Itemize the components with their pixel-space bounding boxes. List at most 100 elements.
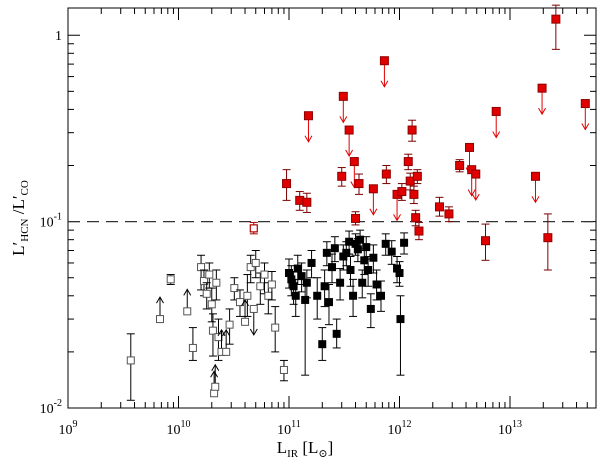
data-point bbox=[279, 359, 288, 382]
data-point bbox=[407, 119, 417, 142]
square-marker bbox=[362, 243, 371, 252]
y-axis-label: L′HCN /L′CO bbox=[9, 180, 31, 256]
square-marker bbox=[372, 280, 381, 289]
square-marker bbox=[249, 224, 258, 233]
square-marker bbox=[249, 304, 258, 313]
data-point bbox=[328, 253, 337, 284]
square-marker bbox=[356, 235, 365, 244]
data-point bbox=[318, 327, 327, 361]
square-marker bbox=[366, 304, 375, 313]
plot-frame bbox=[67, 7, 597, 409]
arrow-head-down bbox=[538, 107, 546, 116]
data-point bbox=[212, 269, 221, 301]
square-marker bbox=[471, 169, 481, 179]
data-point bbox=[455, 159, 465, 173]
square-marker bbox=[444, 209, 454, 219]
square-marker bbox=[465, 142, 475, 152]
square-marker bbox=[381, 169, 391, 179]
y-axis-label-num: L′ bbox=[9, 242, 28, 256]
square-marker bbox=[282, 179, 292, 189]
square-marker bbox=[208, 326, 217, 335]
square-marker bbox=[400, 238, 409, 247]
square-marker bbox=[293, 264, 302, 273]
y-tick-label: 1 bbox=[55, 29, 62, 44]
data-point bbox=[411, 209, 421, 227]
square-marker bbox=[199, 277, 208, 286]
square-marker bbox=[289, 282, 298, 291]
square-marker bbox=[155, 315, 164, 324]
square-marker bbox=[368, 184, 378, 194]
data-point bbox=[307, 249, 316, 279]
x-tick-label: 109 bbox=[59, 419, 78, 438]
data-point bbox=[369, 244, 378, 274]
data-point bbox=[211, 363, 220, 391]
square-marker bbox=[241, 317, 250, 326]
data-point bbox=[271, 306, 280, 353]
square-marker bbox=[387, 247, 396, 256]
data-point bbox=[166, 274, 175, 285]
square-marker bbox=[210, 389, 219, 398]
data-point bbox=[530, 171, 540, 204]
data-point bbox=[207, 287, 216, 323]
square-marker bbox=[337, 171, 347, 181]
square-marker bbox=[338, 91, 348, 101]
data-point bbox=[344, 125, 354, 158]
data-point bbox=[362, 236, 371, 260]
square-marker bbox=[537, 83, 547, 93]
data-point bbox=[302, 269, 311, 299]
square-marker bbox=[354, 179, 364, 189]
square-marker bbox=[324, 298, 333, 307]
square-marker bbox=[202, 289, 211, 298]
data-point bbox=[392, 189, 402, 222]
square-marker bbox=[411, 213, 421, 223]
square-marker bbox=[332, 329, 341, 338]
square-marker bbox=[207, 300, 216, 309]
data-point bbox=[338, 91, 348, 124]
square-marker bbox=[322, 248, 331, 257]
square-marker bbox=[543, 233, 553, 243]
x-axis-label: LIR [L⊙] bbox=[277, 438, 334, 460]
data-point bbox=[183, 288, 192, 316]
x-tick-label: 1011 bbox=[277, 419, 301, 438]
square-marker bbox=[246, 263, 255, 272]
square-marker bbox=[491, 106, 501, 116]
y-axis-label-slash: /L′ bbox=[9, 195, 28, 214]
square-marker bbox=[412, 171, 422, 181]
square-marker bbox=[409, 189, 419, 199]
x-axis-label-sub: IR bbox=[287, 448, 299, 460]
square-marker bbox=[397, 187, 407, 197]
square-marker bbox=[379, 56, 389, 66]
x-axis-label-main: L bbox=[277, 438, 287, 457]
square-marker bbox=[403, 157, 413, 167]
x-tick-label: 1013 bbox=[498, 419, 522, 438]
y-tick-label: 10-1 bbox=[40, 212, 62, 231]
square-marker bbox=[377, 291, 386, 300]
square-marker bbox=[349, 291, 358, 300]
data-point bbox=[471, 169, 481, 202]
data-point bbox=[126, 333, 135, 401]
data-point bbox=[249, 221, 258, 235]
square-marker bbox=[302, 278, 311, 287]
arrow-head-down bbox=[393, 214, 401, 222]
square-marker bbox=[395, 269, 404, 278]
data-point bbox=[243, 274, 252, 317]
square-marker bbox=[303, 111, 313, 121]
data-point bbox=[302, 192, 312, 213]
square-marker bbox=[297, 272, 306, 281]
data-point bbox=[322, 241, 331, 267]
data-point bbox=[396, 295, 405, 376]
data-point bbox=[434, 196, 444, 217]
series-open-square bbox=[126, 249, 288, 401]
arrow-head-up bbox=[211, 363, 220, 372]
data-point bbox=[282, 169, 292, 201]
square-marker bbox=[396, 315, 405, 324]
data-point bbox=[297, 262, 306, 293]
arrow-head-down bbox=[531, 196, 540, 204]
arrow-head-down bbox=[369, 208, 378, 216]
square-marker bbox=[353, 245, 362, 254]
arrow-head-down bbox=[471, 193, 480, 202]
square-marker bbox=[205, 270, 214, 279]
data-point bbox=[249, 304, 258, 336]
x-axis-label-units: [L bbox=[302, 438, 318, 457]
series-filled-square bbox=[285, 229, 409, 376]
